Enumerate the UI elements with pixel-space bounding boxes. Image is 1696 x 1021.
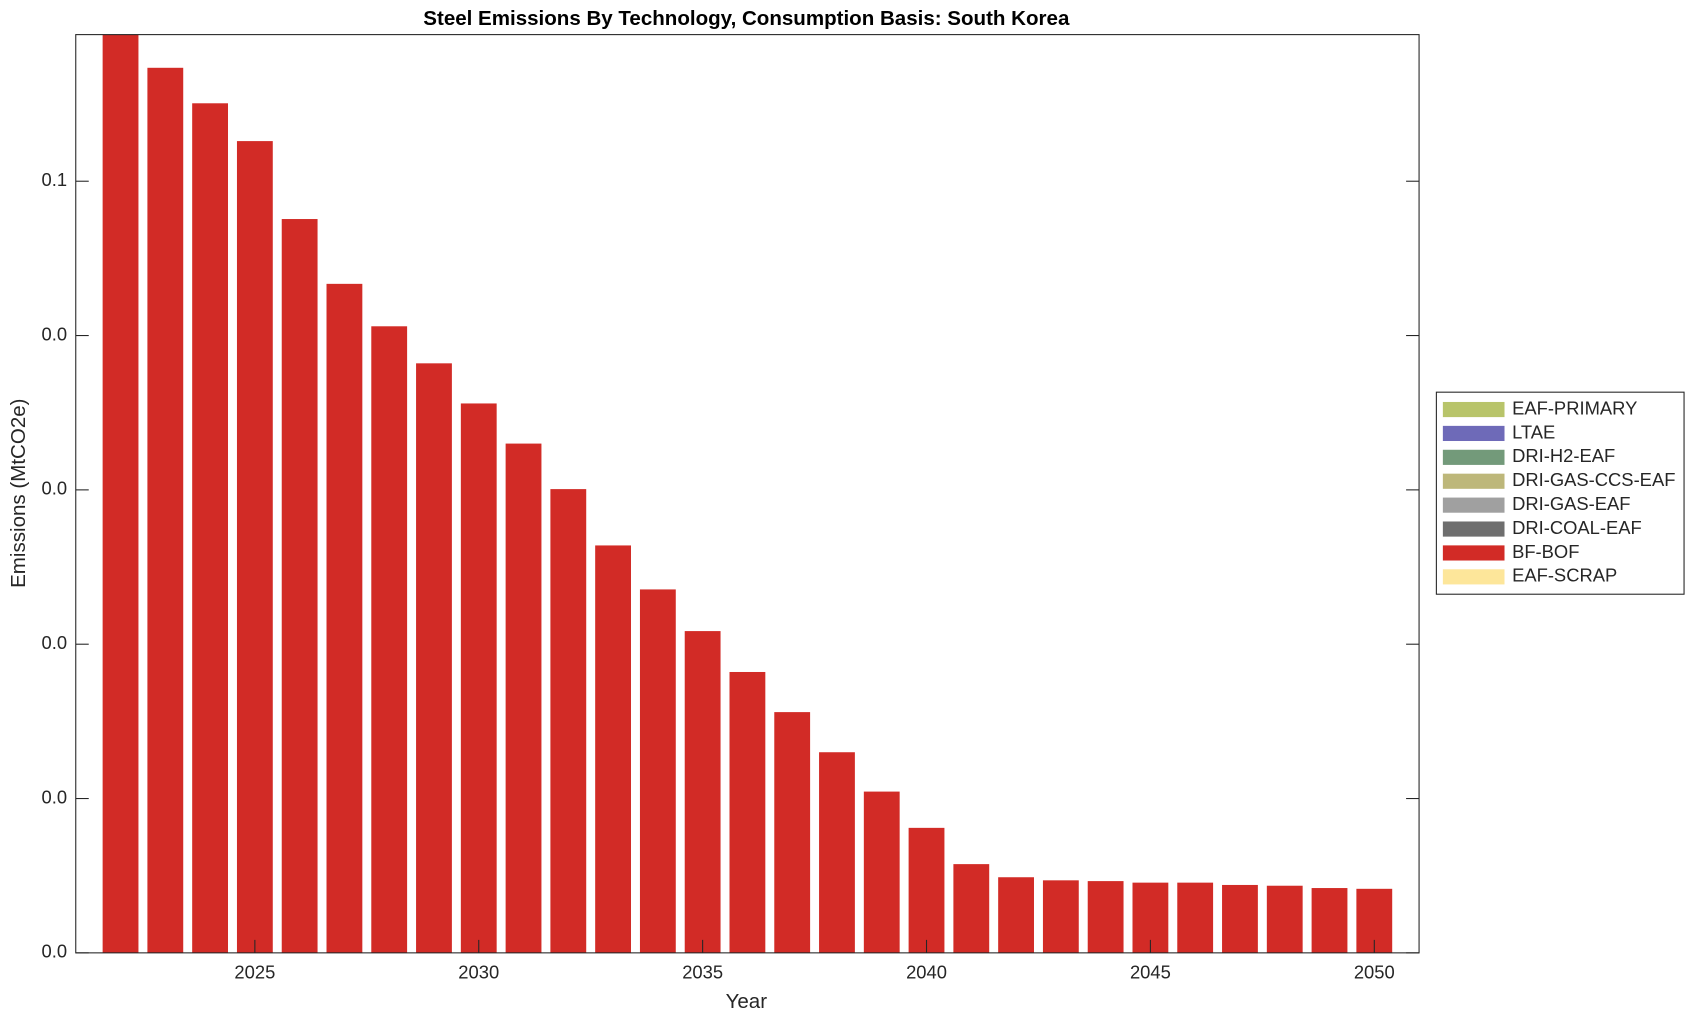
legend-label: EAF-SCRAP bbox=[1512, 565, 1617, 586]
bar-segment bbox=[863, 791, 900, 953]
bar-segment bbox=[416, 363, 452, 953]
bar-segment bbox=[1266, 885, 1303, 953]
x-tick-label: 2050 bbox=[1354, 961, 1395, 982]
bar-segment bbox=[1042, 880, 1079, 953]
y-tick-label: 0.0 bbox=[42, 323, 68, 344]
legend-label: DRI-GAS-EAF bbox=[1512, 493, 1630, 514]
x-tick-label: 2030 bbox=[458, 961, 499, 982]
bar-segment bbox=[102, 34, 139, 953]
bar-segment bbox=[684, 631, 721, 953]
bar-segment bbox=[192, 103, 229, 953]
bar-segment bbox=[147, 67, 184, 953]
x-tick-label: 2025 bbox=[234, 961, 275, 982]
bar-segment bbox=[1087, 881, 1124, 953]
chart-title: Steel Emissions By Technology, Consumpti… bbox=[423, 7, 1070, 30]
legend-swatch bbox=[1442, 401, 1505, 418]
legend-swatch bbox=[1442, 521, 1505, 537]
y-tick-label: 0.0 bbox=[42, 632, 68, 653]
bar-segment bbox=[908, 827, 945, 953]
y-tick-label: 0.0 bbox=[42, 941, 68, 962]
bar-segment bbox=[281, 219, 318, 953]
y-tick-label: 0.0 bbox=[42, 786, 68, 807]
bar-segment bbox=[460, 403, 497, 953]
legend-label: DRI-GAS-CCS-EAF bbox=[1512, 469, 1675, 490]
legend-label: DRI-COAL-EAF bbox=[1512, 517, 1642, 538]
bar-segment bbox=[595, 545, 631, 953]
legend-label: BF-BOF bbox=[1512, 541, 1579, 562]
bar-segment bbox=[819, 752, 855, 953]
bar-segment bbox=[998, 877, 1034, 953]
legend-swatch bbox=[1442, 473, 1505, 489]
legend-swatch bbox=[1442, 425, 1505, 442]
x-tick-label: 2045 bbox=[1130, 961, 1171, 982]
legend-swatch bbox=[1442, 497, 1505, 513]
x-tick-label: 2040 bbox=[906, 961, 947, 982]
x-tick-label: 2035 bbox=[682, 961, 723, 982]
legend-label: EAF-PRIMARY bbox=[1512, 397, 1637, 418]
bar-segment bbox=[1222, 884, 1258, 953]
bar-segment bbox=[774, 712, 811, 953]
bar-segment bbox=[639, 589, 676, 953]
y-axis-label: Emissions (MtCO2e) bbox=[7, 399, 30, 588]
y-tick-label: 0.0 bbox=[42, 478, 68, 499]
bar-segment bbox=[729, 671, 766, 953]
legend-box bbox=[1435, 391, 1685, 595]
bar-segment bbox=[371, 326, 408, 953]
bar-segment bbox=[1311, 888, 1348, 953]
bar-segment bbox=[550, 489, 587, 953]
bar-segment bbox=[953, 864, 990, 953]
y-tick-label: 0.1 bbox=[42, 169, 68, 190]
x-axis-label: Year bbox=[726, 990, 768, 1013]
bar-segment bbox=[326, 283, 363, 953]
legend-label: DRI-H2-EAF bbox=[1512, 445, 1615, 466]
legend-label: LTAE bbox=[1512, 421, 1555, 442]
plot-frame bbox=[75, 34, 1420, 954]
bar-segment bbox=[236, 141, 273, 953]
legend-swatch bbox=[1442, 545, 1505, 561]
legend-swatch bbox=[1442, 569, 1505, 585]
bar-segment bbox=[505, 443, 542, 953]
legend-swatch bbox=[1442, 449, 1505, 465]
bar-segment bbox=[1177, 882, 1214, 953]
